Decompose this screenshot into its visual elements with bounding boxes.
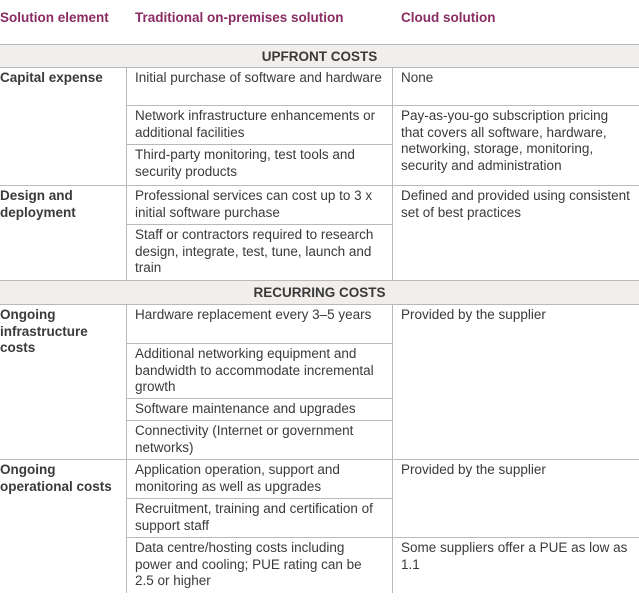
table-cell: Staff or contractors required to researc… [135,227,374,275]
cost-comparison-table: Solution element Traditional on-premises… [0,0,639,593]
group-operational-costs: Ongoing operational costs Application op… [0,460,639,593]
traditional-column-capital: Initial purchase of software and hardwar… [127,68,393,185]
cloud-column-capital: None Pay-as-you-go subscription pricing … [393,68,639,185]
table-cell: Provided by the supplier [401,307,546,322]
header-traditional: Traditional on-premises solution [135,10,344,25]
row-label-operational-costs: Ongoing operational costs [0,460,127,593]
section-recurring-costs: RECURRING COSTS [0,281,639,305]
table-cell: None [393,68,639,106]
table-cell: Additional networking equipment and band… [127,344,392,399]
table-cell: Provided by the supplier [393,460,639,538]
header-cloud: Cloud solution [401,10,496,25]
row-label-capital-expense: Capital expense [0,68,127,185]
table-cell: Third-party monitoring, test tools and s… [135,147,355,179]
group-design-deployment: Design and deployment Professional servi… [0,186,639,281]
table-cell: Initial purchase of software and hardwar… [127,68,392,106]
cloud-column-infra: Provided by the supplier [393,305,639,459]
table-cell: Defined and provided using consistent se… [401,188,630,220]
section-upfront-costs: UPFRONT COSTS [0,44,639,68]
table-cell: Application operation, support and monit… [127,460,392,499]
cloud-column-design: Defined and provided using consistent se… [393,186,639,280]
cloud-column-ops: Provided by the supplier Some suppliers … [393,460,639,593]
table-cell: Professional services can cost up to 3 x… [127,186,392,225]
row-label-design-deployment: Design and deployment [0,186,127,280]
table-cell: Software maintenance and upgrades [127,399,392,421]
traditional-column-design: Professional services can cost up to 3 x… [127,186,393,280]
table-cell: Network infrastructure enhancements or a… [127,106,392,145]
table-cell: Some suppliers offer a PUE as low as 1.1 [401,540,628,572]
group-capital-expense: Capital expense Initial purchase of soft… [0,68,639,186]
table-cell: Connectivity (Internet or government net… [135,423,354,455]
table-cell: Data centre/hosting costs including powe… [135,540,362,588]
table-cell: Hardware replacement every 3–5 years [127,305,392,344]
traditional-column-infra: Hardware replacement every 3–5 years Add… [127,305,393,459]
header-solution-element: Solution element [0,10,109,25]
table-cell: Pay-as-you-go subscription pricing that … [401,108,609,173]
table-header-row: Solution element Traditional on-premises… [0,0,639,44]
row-label-infrastructure-costs: Ongoing infrastructure costs [0,305,127,459]
traditional-column-ops: Application operation, support and monit… [127,460,393,593]
group-infrastructure-costs: Ongoing infrastructure costs Hardware re… [0,305,639,460]
table-cell: Recruitment, training and certification … [127,499,392,538]
